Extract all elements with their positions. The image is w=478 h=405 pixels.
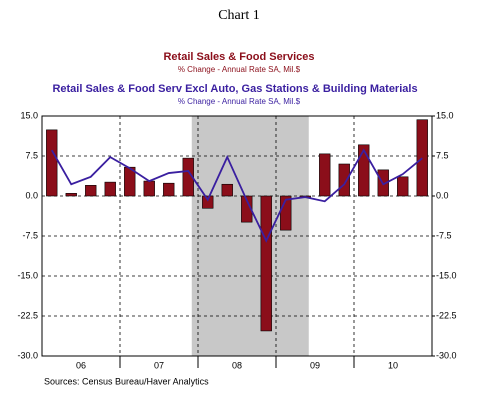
y2-tick-label: 0.0 [436,190,449,200]
x-tick-label: 10 [388,360,398,370]
bar [46,129,58,197]
source: Sources: Census Bureau/Haver Analytics [44,376,209,386]
series-subtitle: % Change - Annual Rate SA, Mil.$ [178,97,301,106]
y2-tick-label: -15.0 [436,270,457,280]
x-tick-label: 07 [154,360,164,370]
bar [65,193,77,197]
y2-tick-label: 7.5 [436,150,449,160]
y-tick-label: -15.0 [17,270,38,280]
y-tick-label: -30.0 [17,350,38,360]
bar [338,163,350,197]
x-tick-label: 06 [76,360,86,370]
series-title: Retail Sales & Food Services [163,51,314,63]
bar [85,185,97,197]
bar [397,176,409,197]
x-tick-label: 08 [232,360,242,370]
y2-tick-label: -7.5 [436,230,452,240]
bar [260,195,272,332]
y2-tick-label: -30.0 [436,350,457,360]
bar [241,195,253,223]
y-tick-label: -7.5 [22,230,38,240]
bar [221,183,233,197]
x-tick-label: 09 [310,360,320,370]
bar [163,182,175,197]
bar [319,153,331,197]
y2-tick-label: -22.5 [436,310,457,320]
recession-shading [191,116,309,356]
bar [124,166,136,197]
bar [104,181,116,197]
y2-tick-label: 15.0 [436,110,454,120]
plot-frame [41,115,433,357]
series-title: Retail Sales & Food Serv Excl Auto, Gas … [52,83,417,95]
bar [143,180,155,197]
bar [202,195,214,209]
y-tick-label: 7.5 [25,150,38,160]
bar [416,119,428,197]
y-tick-label: -22.5 [17,310,38,320]
line [50,148,423,243]
series-subtitle: % Change - Annual Rate SA, Mil.$ [178,65,301,74]
chart-title: Chart 1 [218,8,260,23]
bar [182,157,194,197]
y-tick-label: 15.0 [20,110,38,120]
y-tick-label: 0.0 [25,190,38,200]
bar [358,144,370,197]
